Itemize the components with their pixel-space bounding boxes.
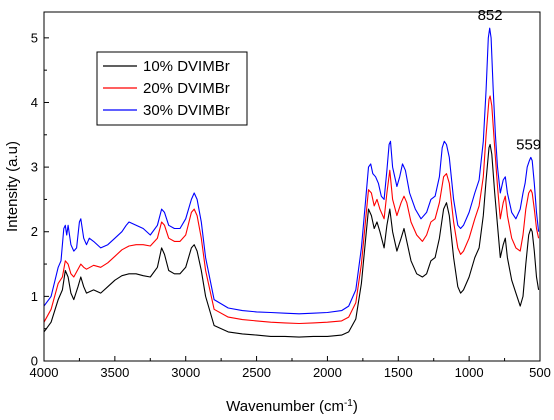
y-axis-title: Intensity (a.u) xyxy=(4,141,21,232)
y-tick-label: 1 xyxy=(31,289,38,304)
legend-label-1: 10% DVIMBr xyxy=(143,58,230,75)
legend: 10% DVIMBr 20% DVIMBr 30% DVIMBr xyxy=(96,51,248,126)
legend-label-3: 30% DVIMBr xyxy=(143,102,230,119)
y-tick-label: 0 xyxy=(31,354,38,369)
peak-label: 559 xyxy=(516,136,541,153)
y-tick-label: 4 xyxy=(31,95,38,110)
peak-label: 852 xyxy=(478,7,503,24)
x-tick-label: 500 xyxy=(529,365,551,380)
x-tick-label: 1000 xyxy=(455,365,484,380)
x-axis-title: Wavenumber (cm-1) xyxy=(226,398,358,416)
y-tick-label: 2 xyxy=(31,224,38,239)
x-tick-label: 3000 xyxy=(171,365,200,380)
legend-label-2: 20% DVIMBr xyxy=(143,80,230,97)
series-line-2 xyxy=(43,95,540,325)
x-tick-label: 3500 xyxy=(100,365,129,380)
y-tick-label: 5 xyxy=(31,30,38,45)
x-axis-title-sup: -1 xyxy=(344,398,353,409)
y-tick-label: 3 xyxy=(31,160,38,175)
x-tick-label: 4000 xyxy=(30,365,59,380)
x-axis-title-tail: ) xyxy=(353,398,358,415)
ticks-layer: 4000 3500 3000 2500 2000 1500 1000 500 0 1 2 3 4 5 xyxy=(30,30,551,380)
x-tick-label: 1500 xyxy=(384,365,413,380)
series-line-3 xyxy=(43,27,540,315)
legend-items: 10% DVIMBr 20% DVIMBr 30% DVIMBr xyxy=(103,58,230,119)
series-line-1 xyxy=(43,143,540,338)
x-tick-label: 2000 xyxy=(313,365,342,380)
series-layer xyxy=(43,27,540,338)
annotations: 852 559 xyxy=(478,7,542,153)
x-tick-label: 2500 xyxy=(242,365,271,380)
x-axis-title-main: Wavenumber (cm xyxy=(226,398,344,415)
